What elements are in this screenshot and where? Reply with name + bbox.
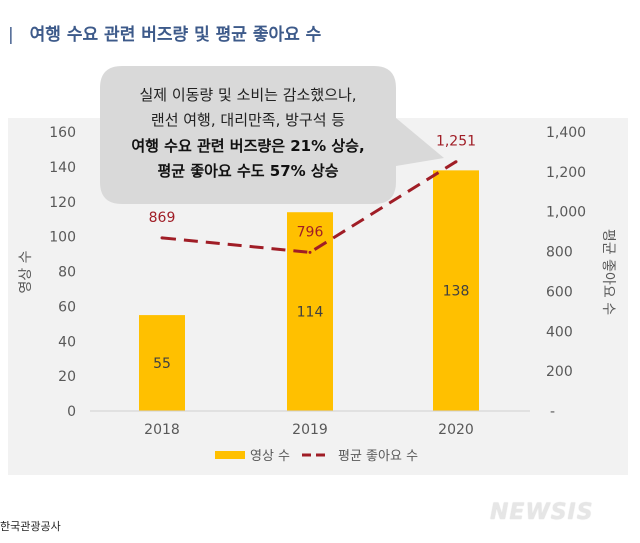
y-tick-label: 100 — [49, 230, 76, 246]
line-path — [161, 160, 457, 254]
line-point — [454, 160, 458, 164]
y2-tick-label: - — [550, 404, 555, 420]
bar — [433, 170, 479, 411]
line-value-label: 869 — [149, 210, 176, 226]
line-point — [160, 236, 164, 240]
y2-tick-label: 1,400 — [546, 125, 586, 141]
x-tick-label: 2018 — [144, 422, 180, 438]
source-credit: 한국관광공사 — [0, 520, 61, 533]
x-tick-label: 2019 — [292, 422, 328, 438]
callout-line-1: 실제 이동량 및 소비는 감소했으나, — [139, 86, 356, 104]
y-tick-label: 60 — [58, 299, 76, 315]
title-mark: | — [8, 25, 14, 45]
line-series: 869 796 1,251 — [149, 134, 476, 254]
x-axis-ticks: 2018 2019 2020 — [144, 422, 474, 438]
y2-tick-label: 600 — [546, 284, 573, 300]
bar-value-label: 138 — [443, 284, 470, 300]
x-tick-label: 2020 — [438, 422, 474, 438]
y2-tick-label: 1,000 — [546, 205, 586, 221]
bar-value-label: 114 — [297, 305, 324, 321]
right-axis-ticks: - 200 400 600 800 1,000 1,200 1,400 — [546, 125, 586, 420]
bars: 55 114 138 — [139, 170, 479, 411]
callout-line-3: 여행 수요 관련 버즈량은 21% 상승, — [131, 137, 364, 155]
line-value-label: 1,251 — [436, 134, 476, 150]
y-axis-label: 영상 수 — [18, 250, 34, 293]
newsis-logo: NEWSIS — [490, 500, 594, 525]
legend: 영상 수 평균 좋아요 수 — [215, 449, 418, 464]
y-tick-label: 120 — [49, 195, 76, 211]
y-tick-label: 140 — [49, 160, 76, 176]
line-value-label: 796 — [297, 224, 324, 240]
callout-line-4: 평균 좋아요 수도 57% 상승 — [158, 162, 339, 180]
line-point — [308, 250, 312, 254]
callout: 실제 이동량 및 소비는 감소했으나, 랜선 여행, 대리만족, 방구석 등 여… — [100, 66, 444, 204]
y-tick-label: 40 — [58, 334, 76, 350]
y2-tick-label: 400 — [546, 324, 573, 340]
legend-bar-label: 영상 수 — [250, 449, 290, 464]
y-tick-label: 20 — [58, 369, 76, 385]
y2-tick-label: 800 — [546, 245, 573, 261]
title-text: 여행 수요 관련 버즈량 및 평균 좋아요 수 — [29, 25, 322, 45]
y2-tick-label: 200 — [546, 364, 573, 380]
legend-line-label: 평균 좋아요 수 — [338, 449, 418, 464]
y2-axis-label: 평균 좋아요 수 — [600, 229, 616, 315]
legend-bar-swatch — [215, 451, 245, 459]
y-tick-label: 0 — [67, 404, 76, 420]
callout-bubble — [100, 66, 444, 204]
bar — [139, 315, 185, 411]
left-axis-ticks: 0 20 40 60 80 100 120 140 160 — [49, 125, 76, 420]
y-tick-label: 160 — [49, 125, 76, 141]
callout-line-2: 랜선 여행, 대리만족, 방구석 등 — [151, 111, 345, 129]
y-tick-label: 80 — [58, 265, 76, 281]
bar-value-label: 55 — [153, 356, 171, 372]
bar — [287, 212, 333, 411]
page-title: | 여행 수요 관련 버즈량 및 평균 좋아요 수 — [8, 20, 321, 45]
y2-tick-label: 1,200 — [546, 165, 586, 181]
